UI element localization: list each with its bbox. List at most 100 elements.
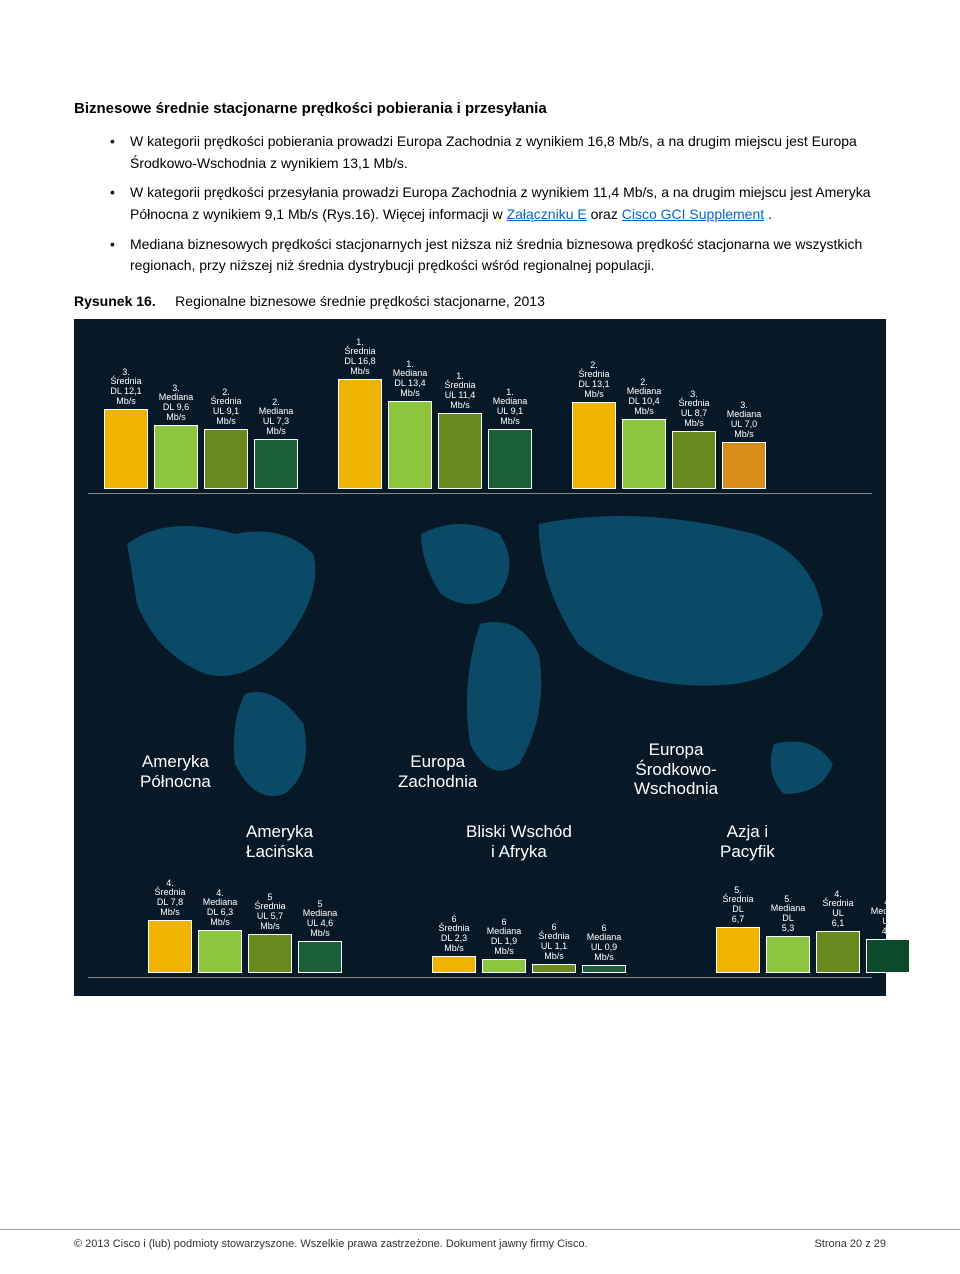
bar bbox=[154, 425, 198, 489]
figure-chart: 3. Średnia DL 12,1 Mb/s 3. Mediana DL 9,6… bbox=[74, 319, 886, 996]
bar-label: 1. Mediana DL 13,4 Mb/s bbox=[393, 355, 428, 399]
bullet-text: Mediana biznesowych prędkości stacjonarn… bbox=[130, 236, 862, 274]
bar-label: 6 Mediana DL 1,9 Mb/s bbox=[487, 913, 522, 957]
bar-wrap: 3. Mediana DL 9,6 Mb/s bbox=[154, 379, 198, 489]
figure-caption: Rysunek 16. Regionalne biznesowe średnie… bbox=[74, 293, 886, 309]
bar-wrap: 4. Średnia UL 6,1 bbox=[816, 885, 860, 973]
bar-label: 2. Mediana UL 7,3 Mb/s bbox=[259, 393, 294, 437]
bars-row-top: 3. Średnia DL 12,1 Mb/s 3. Mediana DL 9,6… bbox=[88, 333, 872, 489]
bar bbox=[816, 931, 860, 973]
bar-wrap: 6 Mediana UL 0,9 Mb/s bbox=[582, 919, 626, 973]
bar-label: 5 Średnia UL 5,7 Mb/s bbox=[254, 888, 285, 932]
bar-label: 4. Średnia DL 7,8 Mb/s bbox=[154, 874, 185, 918]
bar-label: 1. Średnia UL 11,4 Mb/s bbox=[444, 367, 475, 411]
bar-cluster: 1. Średnia DL 16,8 Mb/s 1. Mediana DL 13,… bbox=[338, 333, 532, 489]
bar-label: 3. Mediana UL 7,0 Mb/s bbox=[727, 396, 762, 440]
bar-wrap: 1. Średnia DL 16,8 Mb/s bbox=[338, 333, 382, 489]
bar-label: 3. Średnia DL 12,1 Mb/s bbox=[110, 363, 141, 407]
bullet-item: W kategorii prędkości przesyłania prowad… bbox=[122, 182, 886, 225]
bar bbox=[722, 442, 766, 489]
world-map: Ameryka Północna Europa Zachodnia Europa… bbox=[88, 494, 872, 814]
bars-row-bottom: 4. Średnia DL 7,8 Mb/s 4. Mediana DL 6,3 … bbox=[88, 874, 872, 973]
bar bbox=[866, 939, 910, 973]
bar-wrap: 5. Mediana DL 5,3 bbox=[766, 890, 810, 973]
bar bbox=[148, 920, 192, 973]
bar-wrap: 5 Mediana UL 4,6 Mb/s bbox=[298, 895, 342, 973]
bar bbox=[298, 941, 342, 973]
bar bbox=[532, 964, 576, 973]
bottom-region-names: Ameryka Łacińska Bliski Wschód i Afryka … bbox=[88, 814, 872, 868]
bar-wrap: 3. Średnia DL 12,1 Mb/s bbox=[104, 363, 148, 489]
bullet-item: W kategorii prędkości pobierania prowadz… bbox=[122, 131, 886, 174]
bullet-text-mid: oraz bbox=[587, 206, 622, 222]
bar bbox=[582, 965, 626, 973]
bar-wrap: 6 Mediana DL 1,9 Mb/s bbox=[482, 913, 526, 973]
bar-label: 4. Mediana DL 6,3 Mb/s bbox=[203, 884, 238, 928]
bar-label: 5 Mediana UL 4,6 Mb/s bbox=[303, 895, 338, 939]
figure-title: Regionalne biznesowe średnie prędkości s… bbox=[175, 293, 545, 309]
attachment-link[interactable]: Załączniku E bbox=[507, 206, 587, 222]
bar-cluster: 6 Średnia DL 2,3 Mb/s 6 Mediana DL 1,9 Mb… bbox=[432, 874, 626, 973]
bar-label: 1. Średnia DL 16,8 Mb/s bbox=[344, 333, 375, 377]
bullet-list: W kategorii prędkości pobierania prowadz… bbox=[74, 131, 886, 277]
bar bbox=[716, 927, 760, 973]
bar bbox=[622, 419, 666, 489]
bar-label: 2. Średnia UL 9,1 Mb/s bbox=[210, 383, 241, 427]
figure-label: Rysunek 16. bbox=[74, 293, 156, 309]
bar bbox=[338, 379, 382, 489]
bar-cluster: 4. Średnia DL 7,8 Mb/s 4. Mediana DL 6,3 … bbox=[148, 874, 342, 973]
region-name: Ameryka Północna bbox=[140, 752, 211, 791]
bar-wrap: 3. Mediana UL 7,0 Mb/s bbox=[722, 396, 766, 489]
page-footer: © 2013 Cisco i (lub) podmioty stowarzysz… bbox=[0, 1229, 960, 1250]
bullet-text: W kategorii prędkości pobierania prowadz… bbox=[130, 133, 857, 171]
bar bbox=[438, 413, 482, 489]
bar bbox=[204, 429, 248, 489]
bar-cluster: 5. Średnia DL 6,7 5. Mediana DL 5,3 4. Śre… bbox=[716, 874, 910, 973]
bar-label: 4. Średnia UL 6,1 bbox=[822, 885, 853, 929]
bar-wrap: 1. Mediana DL 13,4 Mb/s bbox=[388, 355, 432, 489]
cisco-gci-link[interactable]: Cisco GCI Supplement bbox=[622, 206, 764, 222]
bar-wrap: 2. Średnia DL 13,1 Mb/s bbox=[572, 356, 616, 489]
bar-wrap: 4. Średnia DL 7,8 Mb/s bbox=[148, 874, 192, 973]
bar-wrap: 6 Średnia UL 1,1 Mb/s bbox=[532, 918, 576, 973]
bar bbox=[388, 401, 432, 489]
footer-copyright: © 2013 Cisco i (lub) podmioty stowarzysz… bbox=[74, 1238, 588, 1250]
bar bbox=[672, 431, 716, 489]
bar-wrap: 5. Średnia DL 6,7 bbox=[716, 881, 760, 973]
region-name: Bliski Wschód i Afryka bbox=[466, 822, 572, 861]
bar-label: 5. Mediana DL 5,3 bbox=[771, 890, 806, 934]
region-name: Europa Środkowo- Wschodnia bbox=[634, 740, 718, 799]
bar-label: 2. Średnia DL 13,1 Mb/s bbox=[578, 356, 609, 400]
section-heading: Biznesowe średnie stacjonarne prędkości … bbox=[74, 100, 886, 117]
bar bbox=[482, 959, 526, 973]
bar bbox=[766, 936, 810, 973]
bar bbox=[248, 934, 292, 973]
bar-wrap: 2. Mediana UL 7,3 Mb/s bbox=[254, 393, 298, 489]
bar-wrap: 1. Średnia UL 11,4 Mb/s bbox=[438, 367, 482, 489]
bar bbox=[198, 930, 242, 973]
bar-wrap: 2. Średnia UL 9,1 Mb/s bbox=[204, 383, 248, 489]
bullet-item: Mediana biznesowych prędkości stacjonarn… bbox=[122, 234, 886, 277]
bar-wrap: 4. Mediana DL 6,3 Mb/s bbox=[198, 884, 242, 973]
bar-wrap: 2. Mediana DL 10,4 Mb/s bbox=[622, 373, 666, 489]
bar bbox=[432, 956, 476, 973]
bar-label: 3. Mediana DL 9,6 Mb/s bbox=[159, 379, 194, 423]
bar-wrap: 3. Średnia UL 8,7 Mb/s bbox=[672, 385, 716, 489]
footer-page-number: Strona 20 z 29 bbox=[814, 1238, 886, 1250]
bar-wrap: 4. Mediana UL 4,9 bbox=[866, 893, 910, 973]
bar-cluster: 3. Średnia DL 12,1 Mb/s 3. Mediana DL 9,6… bbox=[104, 333, 298, 489]
bar-label: 5. Średnia DL 6,7 bbox=[722, 881, 753, 925]
bar bbox=[572, 402, 616, 489]
bar-label: 1. Mediana UL 9,1 Mb/s bbox=[493, 383, 528, 427]
region-name: Azja i Pacyfik bbox=[720, 822, 775, 861]
bar-label: 6 Mediana UL 0,9 Mb/s bbox=[587, 919, 622, 963]
bar bbox=[488, 429, 532, 489]
bullet-text-end: . bbox=[764, 206, 772, 222]
region-name: Europa Zachodnia bbox=[398, 752, 477, 791]
bar-label: 6 Średnia DL 2,3 Mb/s bbox=[438, 910, 469, 954]
bar bbox=[254, 439, 298, 489]
region-name: Ameryka Łacińska bbox=[246, 822, 313, 861]
bar-label: 6 Średnia UL 1,1 Mb/s bbox=[538, 918, 569, 962]
bar-label: 3. Średnia UL 8,7 Mb/s bbox=[678, 385, 709, 429]
bar-label: 2. Mediana DL 10,4 Mb/s bbox=[627, 373, 662, 417]
